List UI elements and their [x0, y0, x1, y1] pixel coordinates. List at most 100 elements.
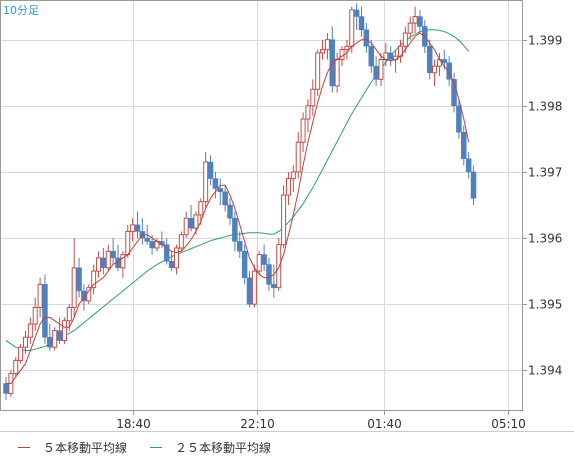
candle-body-up: [198, 201, 204, 216]
candle-body-up: [105, 250, 111, 269]
candle-body-down: [76, 267, 82, 292]
candle: [456, 99, 462, 139]
candle: [461, 125, 467, 166]
candle: [86, 284, 92, 305]
candle: [320, 39, 326, 60]
candle-body-up: [125, 230, 131, 256]
candle: [446, 56, 452, 86]
candle-body-down: [261, 254, 267, 265]
candle-body-up: [310, 88, 316, 107]
candle-body-down: [461, 132, 467, 159]
candle-body-down: [42, 284, 48, 338]
candle-body-up: [173, 247, 179, 269]
legend-label: ５本移動平均線: [43, 440, 127, 455]
candle-body-up: [71, 267, 77, 308]
legend-label: ２５本移動平均線: [175, 440, 271, 455]
candle-body-up: [281, 194, 287, 246]
candle-body-up: [349, 9, 355, 47]
candle-body-up: [32, 307, 38, 325]
candle: [183, 211, 189, 239]
candle: [203, 152, 209, 209]
y-tick-label: 1.394: [528, 364, 562, 378]
candle-body-down: [232, 217, 238, 242]
candle-body-down: [358, 16, 365, 31]
candle: [402, 26, 408, 53]
ma5-line: [6, 32, 470, 384]
candle: [232, 211, 238, 252]
candle: [261, 244, 267, 272]
candle: [105, 244, 111, 272]
candle: [251, 264, 257, 308]
candle: [61, 317, 67, 344]
candle-body-down: [271, 284, 277, 288]
candle: [266, 257, 272, 291]
candle: [417, 9, 423, 34]
candle-body-up: [339, 49, 345, 61]
candle-body-up: [285, 178, 291, 196]
candle: [76, 257, 82, 298]
candle: [300, 112, 306, 153]
candle-body-down: [134, 224, 141, 232]
candle: [52, 327, 58, 351]
candle-body-up: [193, 214, 199, 229]
candle: [363, 23, 370, 53]
y-tick-label: 1.397: [528, 166, 562, 180]
candle-body-up: [256, 254, 262, 272]
candle-body-up: [344, 45, 350, 51]
x-tick-label: 01:40: [367, 417, 402, 431]
candle: [465, 152, 472, 179]
candle-body-down: [456, 105, 462, 133]
candle: [290, 165, 296, 192]
candle: [407, 16, 413, 40]
candle: [91, 264, 97, 295]
candle-body-up: [407, 22, 413, 34]
ma5-layer: [6, 32, 470, 384]
candle: [324, 33, 330, 60]
candle-body-up: [300, 118, 306, 143]
candle-body-down: [465, 158, 472, 173]
candle: [315, 49, 321, 96]
candle-body-down: [426, 46, 433, 73]
candle-body-up: [290, 171, 296, 180]
candle: [178, 231, 184, 252]
candle: [426, 39, 433, 80]
candle: [42, 274, 48, 344]
candle: [37, 277, 43, 318]
candle: [163, 238, 170, 265]
candle-body-up: [295, 141, 301, 173]
candle: [120, 251, 126, 278]
candle: [13, 357, 19, 377]
plot-border: [0, 0, 523, 411]
candle: [241, 244, 248, 285]
candle-body-up: [402, 32, 408, 47]
candle-body-down: [227, 204, 233, 219]
candle-body-down: [387, 52, 394, 60]
candle-body-up: [320, 49, 326, 54]
candle-body-down: [100, 257, 107, 269]
candle-body-up: [120, 254, 126, 269]
candle: [237, 231, 243, 258]
candle-body-up: [305, 105, 311, 120]
candle-body-down: [470, 171, 477, 199]
candle-body-down: [149, 241, 155, 249]
candle-body-down: [246, 277, 253, 305]
y-tick-label: 1.395: [528, 298, 562, 312]
candle-body-up: [22, 336, 28, 348]
candle: [344, 39, 350, 60]
candle-body-up: [436, 59, 442, 67]
candle-body-down: [363, 29, 370, 47]
candle: [130, 218, 136, 242]
y-axis: 1.394 1.395 1.396 1.397 1.398 1.399: [522, 34, 562, 378]
candle: [212, 171, 219, 199]
timeframe-label: 10分足: [3, 4, 39, 17]
candle-body-up: [183, 217, 189, 236]
candle: [18, 343, 24, 364]
candle: [217, 178, 224, 205]
candle-body-up: [66, 307, 72, 322]
candle-body-down: [168, 260, 175, 269]
candle-body-down: [237, 241, 243, 252]
candle: [281, 185, 287, 248]
candle: [110, 238, 116, 265]
candle-body-down: [373, 65, 379, 80]
candle: [353, 3, 360, 30]
